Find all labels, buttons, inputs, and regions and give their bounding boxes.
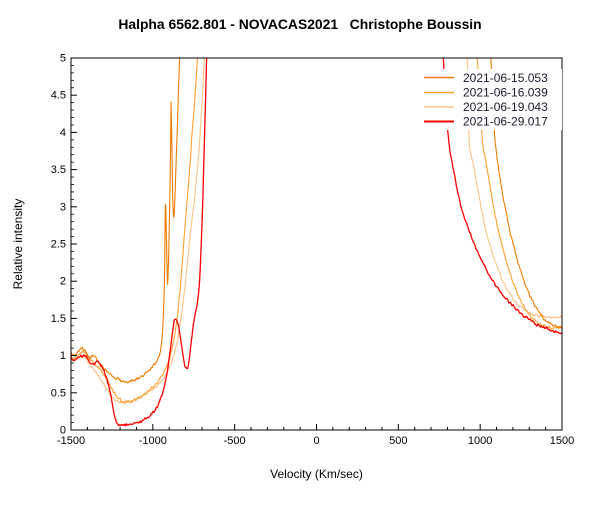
svg-text:0.5: 0.5 bbox=[51, 387, 66, 399]
svg-text:1.5: 1.5 bbox=[51, 313, 66, 325]
svg-text:-1000: -1000 bbox=[139, 435, 167, 447]
svg-text:500: 500 bbox=[389, 435, 407, 447]
svg-text:Velocity (Km/sec): Velocity (Km/sec) bbox=[270, 467, 363, 481]
svg-text:2021-06-19.043: 2021-06-19.043 bbox=[463, 100, 548, 114]
svg-text:1500: 1500 bbox=[550, 435, 574, 447]
svg-text:1000: 1000 bbox=[468, 435, 492, 447]
svg-text:2021-06-16.039: 2021-06-16.039 bbox=[463, 86, 548, 100]
svg-text:4: 4 bbox=[60, 127, 66, 139]
svg-text:2.5: 2.5 bbox=[51, 239, 66, 251]
svg-text:Relative intensity: Relative intensity bbox=[11, 199, 25, 290]
svg-text:2021-06-15.053: 2021-06-15.053 bbox=[463, 71, 548, 85]
svg-text:-1500: -1500 bbox=[57, 435, 85, 447]
svg-text:1: 1 bbox=[60, 350, 66, 362]
svg-text:0: 0 bbox=[313, 435, 319, 447]
svg-text:-500: -500 bbox=[224, 435, 246, 447]
svg-text:5: 5 bbox=[60, 53, 66, 65]
svg-text:4.5: 4.5 bbox=[51, 90, 66, 102]
svg-text:0: 0 bbox=[60, 425, 66, 437]
svg-text:2: 2 bbox=[60, 276, 66, 288]
svg-text:3.5: 3.5 bbox=[51, 164, 66, 176]
svg-text:2021-06-29.017: 2021-06-29.017 bbox=[463, 115, 548, 129]
svg-text:3: 3 bbox=[60, 201, 66, 213]
